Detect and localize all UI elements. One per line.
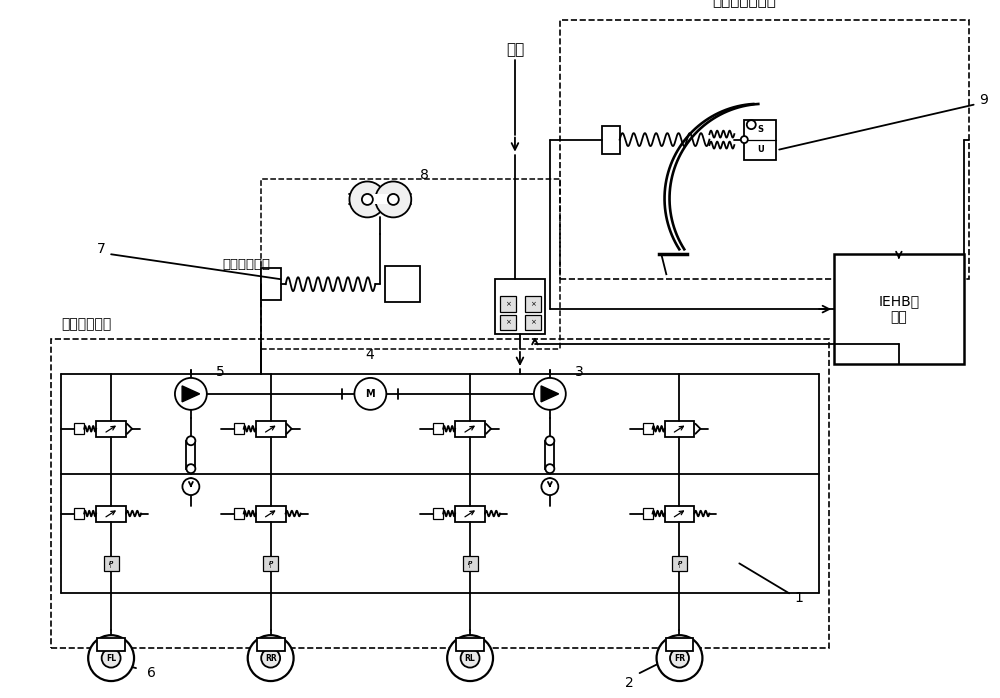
Circle shape [362, 194, 373, 205]
Circle shape [186, 436, 195, 445]
Polygon shape [541, 386, 559, 402]
Circle shape [182, 478, 199, 495]
Text: RR: RR [265, 653, 277, 662]
Circle shape [354, 378, 386, 410]
Bar [74, 508, 84, 519]
Text: p: p [677, 560, 681, 565]
Text: 踏板行程模拟器: 踏板行程模拟器 [712, 0, 776, 8]
Bar [643, 423, 653, 434]
Text: ×: × [505, 301, 511, 307]
Bar [97, 638, 125, 651]
Text: U: U [757, 145, 764, 154]
Bar [666, 638, 693, 651]
Text: RL: RL [465, 653, 475, 662]
Bar [643, 508, 653, 519]
Bar [525, 315, 541, 330]
Bar [500, 315, 516, 330]
Bar [602, 126, 620, 154]
Text: 液压调节单元: 液压调节单元 [61, 317, 112, 331]
Text: S: S [757, 125, 763, 134]
Text: 7: 7 [97, 242, 106, 256]
Circle shape [741, 136, 748, 143]
Circle shape [102, 648, 121, 667]
Circle shape [248, 635, 294, 681]
Text: ×: × [505, 320, 511, 325]
Bar [96, 421, 126, 437]
Text: ×: × [530, 301, 536, 307]
Circle shape [461, 648, 480, 667]
Circle shape [534, 378, 566, 410]
Circle shape [186, 464, 195, 473]
Bar [545, 440, 554, 468]
Circle shape [261, 648, 280, 667]
Text: ×: × [530, 320, 536, 325]
Text: FR: FR [674, 653, 685, 662]
Bar [234, 508, 244, 519]
Text: p: p [108, 560, 113, 565]
Text: i: i [269, 565, 271, 570]
Text: FL: FL [106, 653, 116, 662]
Text: 4: 4 [365, 348, 374, 362]
Bar [455, 505, 485, 521]
Bar [186, 440, 195, 468]
Bar [96, 505, 126, 521]
Text: i: i [678, 565, 680, 570]
Text: M: M [366, 389, 375, 399]
Text: 1: 1 [795, 591, 804, 605]
Bar [74, 423, 84, 434]
Text: IEHB控
制器: IEHB控 制器 [878, 294, 919, 324]
Bar [261, 179, 560, 349]
Text: p: p [467, 560, 472, 565]
Text: 3: 3 [575, 365, 584, 379]
Bar [525, 296, 541, 312]
Circle shape [747, 120, 756, 129]
Polygon shape [182, 386, 200, 402]
Text: 2: 2 [625, 676, 634, 690]
Circle shape [375, 181, 411, 217]
Bar [51, 339, 829, 648]
Bar [672, 556, 687, 571]
Bar [665, 421, 694, 437]
Circle shape [657, 635, 702, 681]
Circle shape [388, 194, 399, 205]
Bar [433, 508, 443, 519]
Text: 9: 9 [979, 93, 988, 107]
Bar [263, 556, 278, 571]
Bar [665, 505, 694, 521]
Bar [256, 421, 286, 437]
Bar [256, 505, 286, 521]
Text: 5: 5 [216, 365, 225, 379]
Bar [455, 421, 485, 437]
Bar [463, 556, 478, 571]
Bar [834, 254, 964, 364]
Text: p: p [268, 560, 272, 565]
Bar [495, 279, 545, 334]
Text: 电动建压装置: 电动建压装置 [223, 258, 271, 271]
Bar [500, 296, 516, 312]
Text: i: i [110, 565, 111, 570]
Circle shape [670, 648, 689, 667]
Text: 6: 6 [147, 666, 155, 680]
Circle shape [545, 436, 554, 445]
Text: i: i [469, 565, 470, 570]
Bar [257, 638, 285, 651]
Circle shape [541, 478, 558, 495]
Circle shape [88, 635, 134, 681]
Bar [104, 556, 119, 571]
Bar [367, 195, 393, 205]
Circle shape [175, 378, 207, 410]
Bar [744, 119, 776, 160]
Bar [261, 268, 281, 300]
Circle shape [349, 181, 385, 217]
Bar [385, 266, 420, 302]
Bar [234, 423, 244, 434]
Circle shape [447, 635, 493, 681]
Text: 供电: 供电 [506, 43, 524, 57]
Text: 8: 8 [420, 168, 429, 182]
Circle shape [545, 464, 554, 473]
Bar [456, 638, 484, 651]
Bar [433, 423, 443, 434]
Bar [560, 20, 969, 279]
